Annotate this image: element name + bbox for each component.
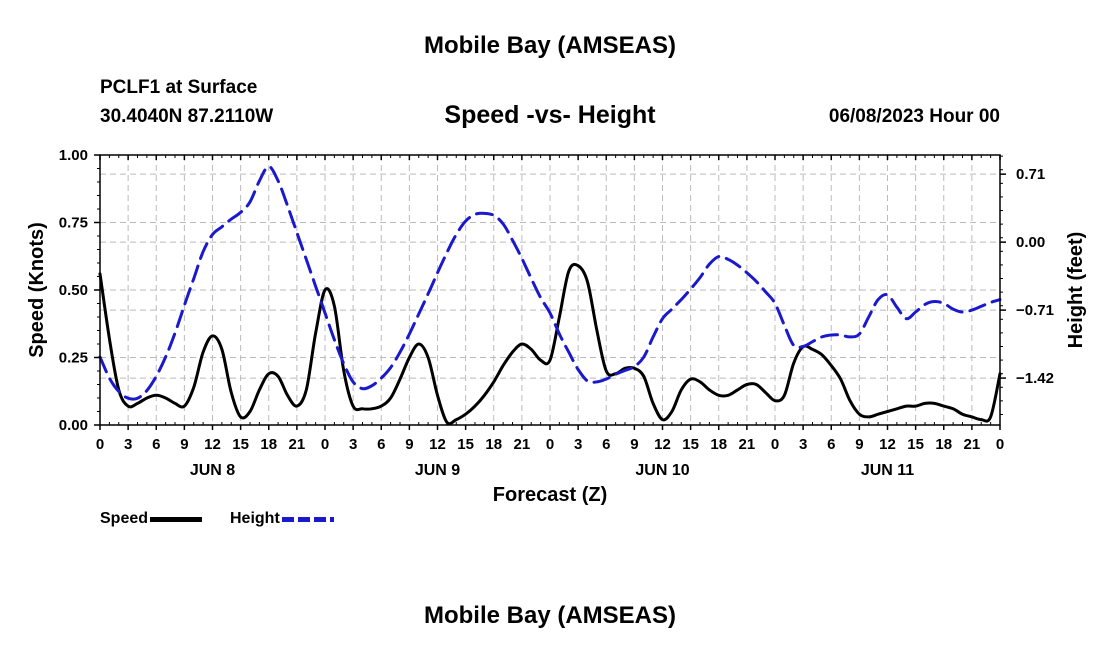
- day-label: JUN 9: [415, 462, 460, 479]
- x-axis-title: Forecast (Z): [493, 484, 607, 506]
- y2-tick-label: 0.71: [1016, 166, 1045, 183]
- station-coordinates: 30.4040N 87.2110W: [100, 106, 274, 127]
- x-tick-label: 12: [204, 436, 221, 453]
- x-tick-label: 3: [799, 436, 807, 453]
- main-title: Mobile Bay (AMSEAS): [423, 32, 677, 59]
- y2-tick-label: −0.71: [1016, 302, 1054, 319]
- x-tick-label: 21: [289, 436, 306, 453]
- x-tick-label: 21: [739, 436, 756, 453]
- x-tick-label: 6: [602, 436, 610, 453]
- height-series-line: [98, 165, 1002, 401]
- x-tick-label: 18: [710, 436, 727, 453]
- bottom-title: Mobile Bay (AMSEAS): [423, 602, 677, 629]
- y-tick-label: 0.75: [59, 215, 88, 232]
- x-tick-label: 3: [349, 436, 357, 453]
- y-axis-title: Speed (Knots): [26, 222, 48, 358]
- x-tick-label: 9: [855, 436, 863, 453]
- x-tick-label: 18: [485, 436, 502, 453]
- x-tick-label: 9: [180, 436, 188, 453]
- x-tick-label: 0: [546, 436, 554, 453]
- x-tick-label: 15: [907, 436, 924, 453]
- x-tick-label: 12: [654, 436, 671, 453]
- x-tick-label: 9: [405, 436, 413, 453]
- forecast-date: 06/08/2023 Hour 00: [828, 106, 1000, 127]
- x-tick-label: 12: [429, 436, 446, 453]
- y2-tick-label: 0.00: [1016, 234, 1045, 251]
- x-tick-label: 0: [996, 436, 1004, 453]
- y2-tick-label: −1.42: [1016, 370, 1054, 387]
- legend-speed-swatch: [150, 516, 203, 522]
- chart-subtitle: Speed -vs- Height: [444, 101, 656, 129]
- x-tick-label: 0: [96, 436, 104, 453]
- x-tick-label: 12: [879, 436, 896, 453]
- x-tick-label: 18: [260, 436, 277, 453]
- legend-speed: Speed: [100, 510, 203, 528]
- speed-series-line: [98, 262, 1002, 426]
- x-tick-label: 0: [771, 436, 779, 453]
- day-label: JUN 11: [861, 462, 914, 479]
- station-label: PCLF1 at Surface: [100, 77, 258, 98]
- speed-height-chart: 0 3 6 9 12 15 18 21 0 3 6 9 12 15 18 21 0 3 6 9 12 15 18 21 0 3 6 9…: [26, 147, 1087, 506]
- legend-height-label: Height: [230, 510, 280, 527]
- x-tick-label: 0: [321, 436, 329, 453]
- x-tick-label: 6: [827, 436, 835, 453]
- x-tick-label: 3: [124, 436, 132, 453]
- y-tick-label: 1.00: [59, 147, 88, 164]
- x-tick-label: 15: [232, 436, 249, 453]
- y-tick-label: 0.50: [59, 282, 88, 299]
- legend-speed-label: Speed: [100, 510, 149, 527]
- x-tick-label: 15: [457, 436, 474, 453]
- x-tick-label: 9: [630, 436, 638, 453]
- x-tick-label: 6: [152, 436, 160, 453]
- legend-height: Height: [230, 510, 334, 528]
- x-tick-label: 21: [514, 436, 531, 453]
- day-label: JUN 8: [190, 462, 235, 479]
- y-tick-label: 0.00: [59, 417, 88, 434]
- x-tick-label: 21: [964, 436, 981, 453]
- y2-axis-title: Height (feet): [1065, 232, 1087, 349]
- y-tick-label: 0.25: [59, 350, 88, 367]
- x-tick-label: 3: [574, 436, 582, 453]
- x-tick-label: 6: [377, 436, 385, 453]
- day-label: JUN 10: [635, 462, 689, 479]
- legend-height-swatch: [281, 516, 334, 522]
- x-tick-label: 15: [682, 436, 699, 453]
- x-tick-label: 18: [935, 436, 952, 453]
